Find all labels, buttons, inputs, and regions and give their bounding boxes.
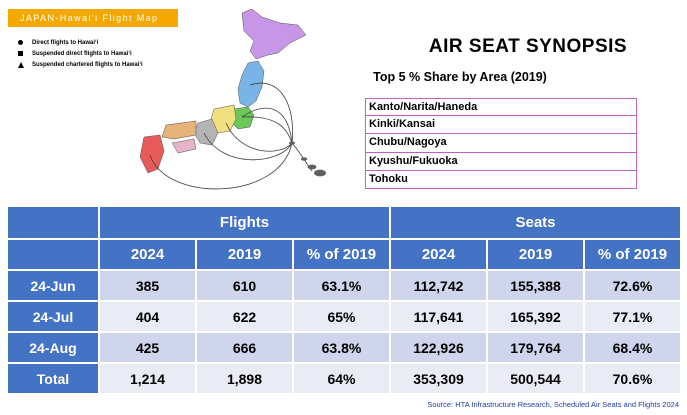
table-row: 24-Jun 385 610 63.1% 112,742 155,388 72.… <box>6 269 682 302</box>
table-cell: 610 <box>195 269 294 302</box>
table-cell: 70.6% <box>583 362 682 395</box>
hokkaido-region <box>241 8 307 60</box>
route-line <box>249 82 293 144</box>
tohoku-region <box>237 60 265 108</box>
row-label: 24-Jun <box>6 269 100 302</box>
legend-item-chartered: Suspended chartered flights to Hawaiʻi <box>18 60 143 70</box>
table-cell: 1,898 <box>195 362 294 395</box>
route-line <box>241 116 293 144</box>
dot-icon <box>18 39 28 47</box>
table-cell: 353,309 <box>389 362 488 395</box>
table-cell: 65% <box>292 300 391 333</box>
table-cell: 165,392 <box>486 300 585 333</box>
column-header: 2024 <box>98 238 197 271</box>
row-label: 24-Jul <box>6 300 100 333</box>
table-cell: 155,388 <box>486 269 585 302</box>
table-cell: 63.8% <box>292 331 391 364</box>
square-icon <box>18 50 28 58</box>
list-item: Kinki/Kansai <box>365 116 637 135</box>
kyushu-region <box>139 134 165 174</box>
table-cell: 404 <box>98 300 197 333</box>
list-item: Chubu/Nagoya <box>365 134 637 153</box>
column-header: % of 2019 <box>292 238 391 271</box>
page-title: AIR SEAT SYNOPSIS <box>428 36 628 57</box>
map-banner: JAPAN-Hawaiʻi Flight Map <box>8 9 178 27</box>
table-cell: 77.1% <box>583 300 682 333</box>
route-line <box>241 107 293 144</box>
chugoku-region <box>161 120 197 140</box>
corner-cell <box>6 205 100 240</box>
group-header-flights: Flights <box>98 205 391 240</box>
table-cell: 666 <box>195 331 294 364</box>
column-header: 2019 <box>486 238 585 271</box>
table-cell: 385 <box>98 269 197 302</box>
japan-hawaii-map <box>139 8 326 190</box>
row-label: 24-Aug <box>6 331 100 364</box>
table-cell: 112,742 <box>389 269 488 302</box>
row-label: Total <box>6 362 100 395</box>
hawaii-islands <box>289 141 326 177</box>
shikoku-region <box>171 138 197 154</box>
table-cell: 64% <box>292 362 391 395</box>
column-header: 2019 <box>195 238 294 271</box>
column-header: 2024 <box>389 238 488 271</box>
table-cell: 622 <box>195 300 294 333</box>
corner-cell <box>6 238 100 271</box>
column-header: % of 2019 <box>583 238 682 271</box>
table-cell: 500,544 <box>486 362 585 395</box>
map-legend: Direct flights to Hawaiʻi Suspended dire… <box>18 38 143 71</box>
legend-label: Suspended chartered flights to Hawaiʻi <box>32 62 143 68</box>
table-cell: 122,926 <box>389 331 488 364</box>
list-item: Kyushu/Fukuoka <box>365 152 637 171</box>
table-row: 24-Aug 425 666 63.8% 122,926 179,764 68.… <box>6 331 682 364</box>
source-note: Source: HTA Infrastructure Research, Sch… <box>427 400 679 409</box>
table-row: Total 1,214 1,898 64% 353,309 500,544 70… <box>6 362 682 395</box>
list-item: Tohoku <box>365 170 637 189</box>
legend-label: Direct flights to Hawaiʻi <box>32 40 99 46</box>
table-cell: 425 <box>98 331 197 364</box>
legend-item-suspended: Suspended direct flights to Hawaiʻi <box>18 49 143 59</box>
table-cell: 117,641 <box>389 300 488 333</box>
legend-label: Suspended direct flights to Hawaiʻi <box>32 51 132 57</box>
route-line <box>149 142 293 190</box>
flights-seats-table: Flights Seats 2024 2019 % of 2019 2024 2… <box>6 205 682 395</box>
table-cell: 72.6% <box>583 269 682 302</box>
table-cell: 1,214 <box>98 362 197 395</box>
legend-item-direct: Direct flights to Hawaiʻi <box>18 38 143 48</box>
table-cell: 63.1% <box>292 269 391 302</box>
list-item: Kanto/Narita/Haneda <box>365 98 637 117</box>
group-header-seats: Seats <box>389 205 682 240</box>
table-row: 24-Jul 404 622 65% 117,641 165,392 77.1% <box>6 300 682 333</box>
route-line <box>225 122 293 152</box>
page-subtitle: Top 5 % Share by Area (2019) <box>373 70 547 84</box>
table-cell: 68.4% <box>583 331 682 364</box>
table-cell: 179,764 <box>486 331 585 364</box>
route-line <box>203 132 293 161</box>
triangle-icon <box>18 61 28 69</box>
top5-list: Kanto/Narita/Haneda Kinki/Kansai Chubu/N… <box>365 98 637 189</box>
